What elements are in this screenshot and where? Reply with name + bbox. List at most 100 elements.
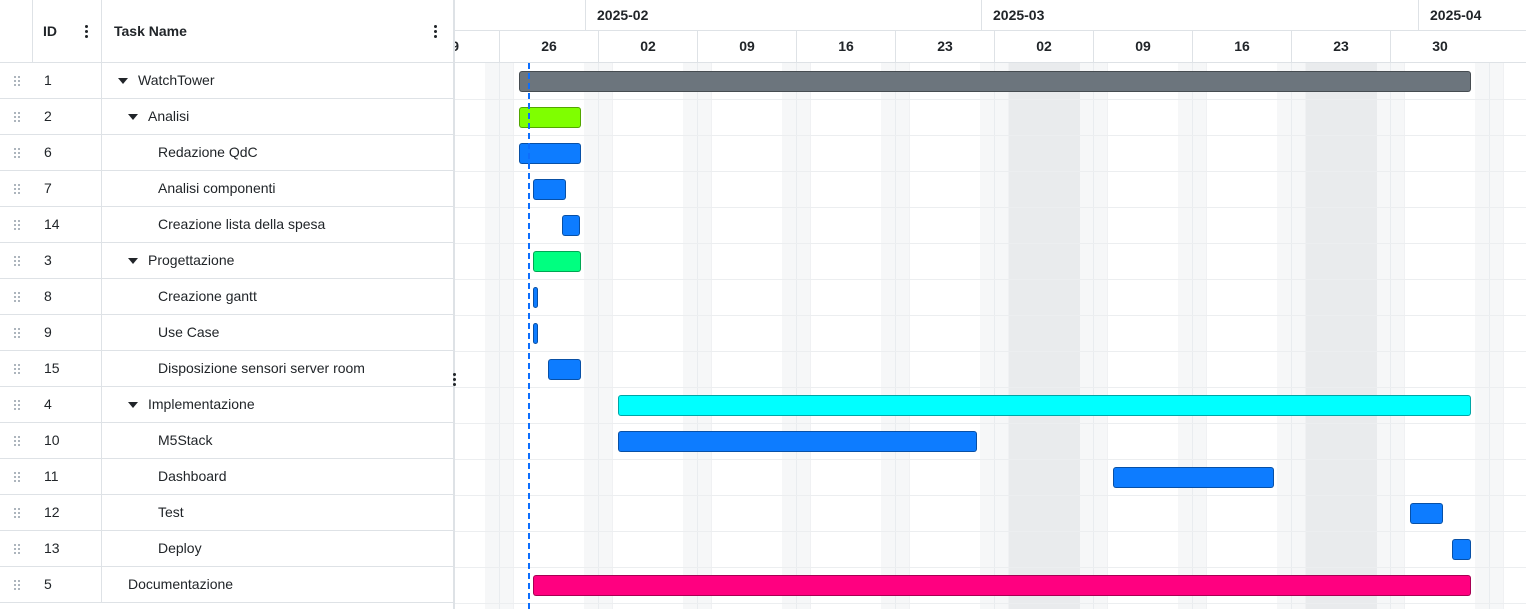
row-line: [455, 459, 1526, 460]
drag-handle-icon[interactable]: [0, 459, 33, 494]
week-label: 09: [1093, 31, 1192, 62]
task-bar[interactable]: [562, 215, 580, 236]
week-label: 02: [994, 31, 1093, 62]
grid-line: [1404, 63, 1405, 609]
task-bar[interactable]: [1452, 539, 1471, 560]
table-row[interactable]: 15 Disposizione sensori server room: [0, 351, 453, 387]
table-row[interactable]: 5 Documentazione: [0, 567, 453, 603]
drag-handle-icon[interactable]: [0, 315, 33, 350]
table-row[interactable]: 7 Analisi componenti: [0, 171, 453, 207]
table-row[interactable]: 13 Deploy: [0, 531, 453, 567]
drag-handle-icon[interactable]: [0, 495, 33, 530]
task-name: Test: [158, 504, 184, 520]
drag-handle-icon[interactable]: [0, 99, 33, 134]
table-row[interactable]: 6 Redazione QdC: [0, 135, 453, 171]
drag-handle-icon[interactable]: [0, 243, 33, 278]
task-bar[interactable]: [1410, 503, 1443, 524]
row-name-cell: Dashboard: [158, 459, 227, 494]
task-bar[interactable]: [548, 359, 581, 380]
row-line: [455, 171, 1526, 172]
grid-line: [1489, 63, 1490, 609]
task-bar[interactable]: [533, 179, 566, 200]
row-id: 13: [33, 531, 102, 566]
task-bar[interactable]: [1113, 467, 1274, 488]
table-row[interactable]: 8 Creazione gantt: [0, 279, 453, 315]
id-column-menu-icon[interactable]: [79, 22, 93, 40]
grid-line: [513, 63, 514, 609]
drag-handle-icon[interactable]: [0, 207, 33, 242]
header-id-label: ID: [43, 23, 57, 39]
table-row[interactable]: 14 Creazione lista della spesa: [0, 207, 453, 243]
grid-splitter[interactable]: [453, 0, 455, 609]
task-bar[interactable]: [618, 431, 977, 452]
grid-line: [1291, 63, 1292, 609]
table-row[interactable]: 10 M5Stack: [0, 423, 453, 459]
row-id: 9: [33, 315, 102, 350]
grid-line: [909, 63, 910, 609]
drag-handle-icon[interactable]: [0, 531, 33, 566]
task-bar[interactable]: [533, 287, 538, 308]
task-name: Analisi: [148, 108, 190, 124]
task-name: Disposizione sensori server room: [158, 360, 365, 376]
week-label: 02: [598, 31, 697, 62]
table-row[interactable]: 12 Test: [0, 495, 453, 531]
row-line: [455, 243, 1526, 244]
task-bar[interactable]: [519, 107, 581, 128]
caret-down-icon[interactable]: [118, 77, 128, 84]
task-name: Deploy: [158, 540, 202, 556]
row-name-cell: Deploy: [158, 531, 202, 566]
table-row[interactable]: 4 Implementazione: [0, 387, 453, 423]
grid-line: [1305, 63, 1306, 609]
grid-line: [994, 63, 995, 609]
week-label: 26: [499, 31, 598, 62]
task-name-column-menu-icon[interactable]: [428, 22, 442, 40]
table-row[interactable]: 11 Dashboard: [0, 459, 453, 495]
drag-handle-icon[interactable]: [0, 387, 33, 422]
highlight-shade: [1306, 63, 1377, 609]
row-id: 12: [33, 495, 102, 530]
week-label: 23: [895, 31, 994, 62]
task-name: Analisi componenti: [158, 180, 276, 196]
header-task-name[interactable]: Task Name: [102, 0, 453, 62]
row-name-cell: Analisi: [128, 99, 189, 134]
row-id: 6: [33, 135, 102, 170]
drag-handle-icon[interactable]: [0, 351, 33, 386]
task-bar[interactable]: [519, 71, 1471, 92]
task-bar[interactable]: [618, 395, 1471, 416]
header-task-name-label: Task Name: [114, 23, 187, 39]
task-bar[interactable]: [533, 323, 538, 344]
table-row[interactable]: 1 WatchTower: [0, 63, 453, 99]
row-id: 5: [33, 567, 102, 602]
month-header: 2025-02 2025-03 2025-04: [455, 0, 1526, 31]
drag-handle-icon[interactable]: [0, 171, 33, 206]
header-id[interactable]: ID: [33, 0, 102, 62]
caret-down-icon[interactable]: [128, 257, 138, 264]
drag-handle-icon[interactable]: [0, 423, 33, 458]
grid-line: [711, 63, 712, 609]
task-bar[interactable]: [533, 575, 1471, 596]
drag-handle-icon[interactable]: [0, 63, 33, 98]
table-row[interactable]: 3 Progettazione: [0, 243, 453, 279]
task-bar[interactable]: [519, 143, 581, 164]
week-label: 16: [1192, 31, 1291, 62]
row-id: 10: [33, 423, 102, 458]
caret-down-icon[interactable]: [128, 401, 138, 408]
table-row[interactable]: 9 Use Case: [0, 315, 453, 351]
task-bar[interactable]: [533, 251, 581, 272]
caret-down-icon[interactable]: [128, 113, 138, 120]
drag-handle-icon[interactable]: [0, 279, 33, 314]
grid-line: [1008, 63, 1009, 609]
splitter-handle-icon[interactable]: [449, 372, 459, 386]
row-line: [455, 279, 1526, 280]
row-name-cell: M5Stack: [158, 423, 212, 458]
row-line: [455, 315, 1526, 316]
task-name: Creazione gantt: [158, 288, 257, 304]
grid-header: ID Task Name: [0, 0, 453, 63]
table-row[interactable]: 2 Analisi: [0, 99, 453, 135]
grid-line: [796, 63, 797, 609]
drag-handle-icon[interactable]: [0, 135, 33, 170]
grid-line: [1206, 63, 1207, 609]
drag-handle-icon[interactable]: [0, 567, 33, 602]
grid-line: [810, 63, 811, 609]
row-id: 11: [33, 459, 102, 494]
